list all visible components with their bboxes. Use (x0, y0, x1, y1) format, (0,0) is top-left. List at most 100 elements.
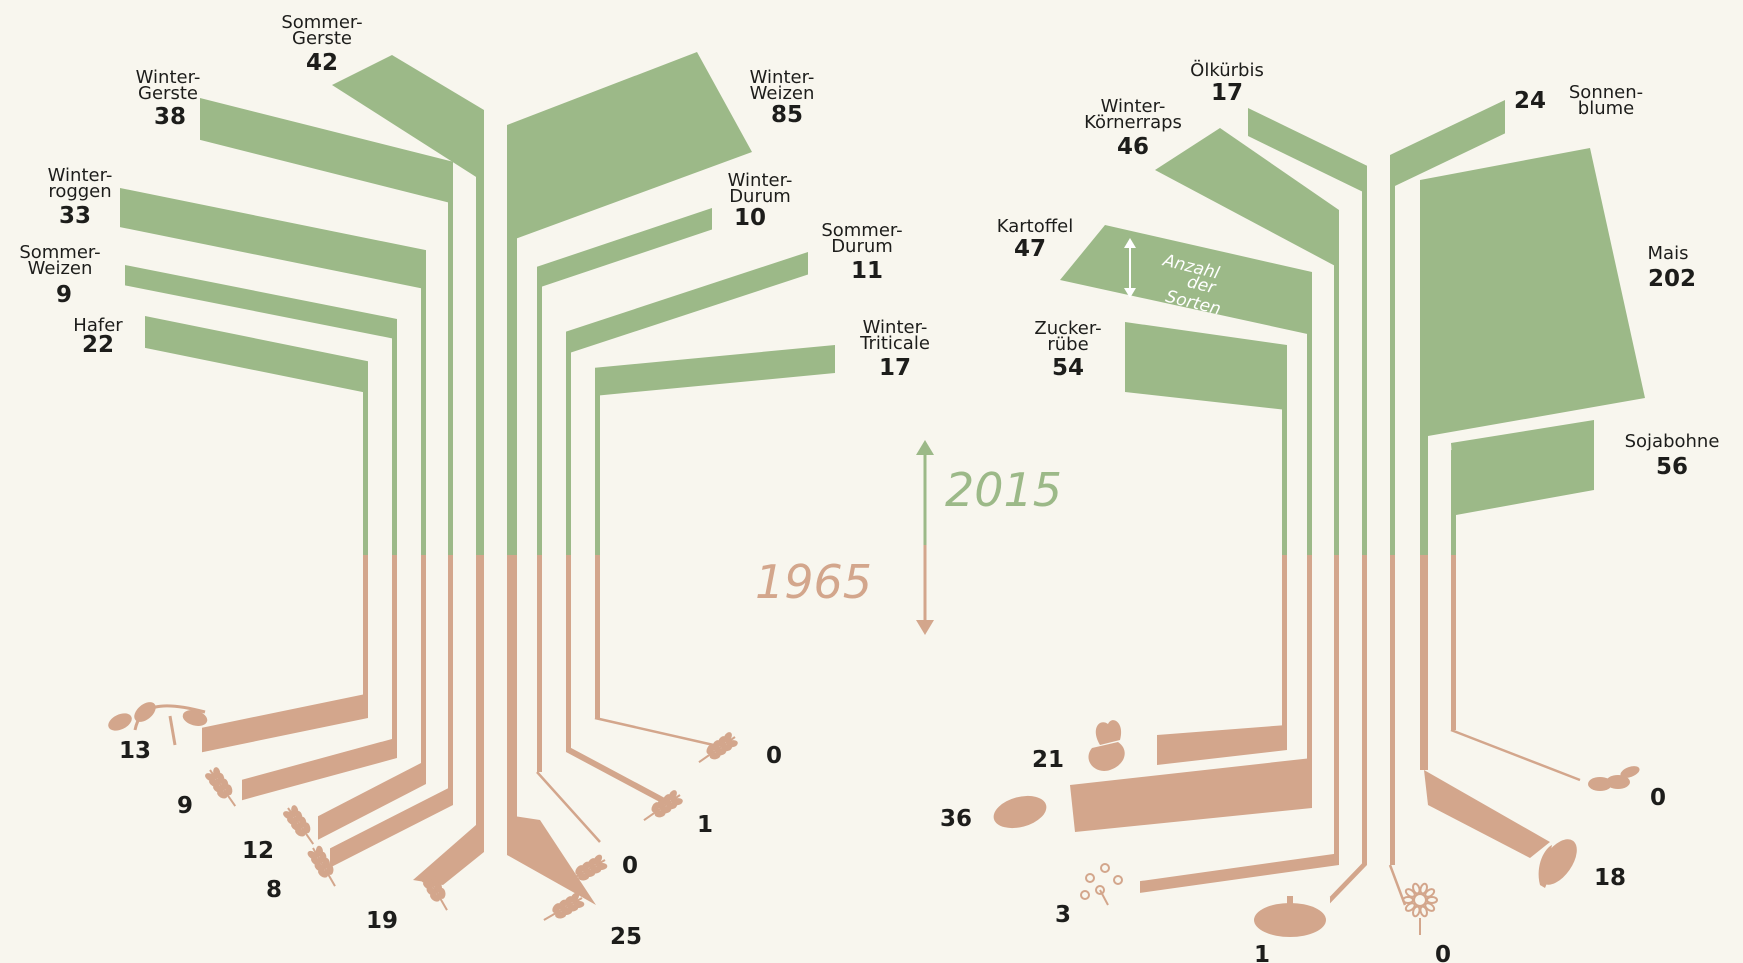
mais-bar-1965 (1424, 770, 1550, 858)
sojabohne-count-1965: 0 (1650, 785, 1666, 811)
winter-durum-stem-2015 (537, 270, 542, 555)
rapeseed-icon (1080, 863, 1123, 906)
sonnenblume-stem-2015 (1390, 160, 1395, 555)
winter-roggen-bar-2015 (120, 188, 426, 290)
hafer-stem-1965 (363, 555, 368, 718)
hafer-count-2015: 22 (82, 332, 114, 358)
arrow-up-icon (916, 440, 934, 455)
mais-bar-2015 (1420, 148, 1645, 436)
kartoffel-bar-1965 (1070, 758, 1312, 832)
winter-koernerraps-name-line: Winter- (1101, 96, 1166, 117)
sommer-gerste-count-1965: 19 (366, 908, 398, 934)
winter-roggen-name-line: roggen (48, 181, 111, 202)
winter-weizen-bar-2015 (507, 52, 752, 242)
sommer-durum-bar-1965 (566, 745, 666, 806)
zuckerruebe-bar-1965 (1157, 725, 1287, 765)
zuckerruebe-name-line: rübe (1047, 334, 1088, 355)
hafer-count-1965: 13 (119, 738, 151, 764)
potato-icon (993, 795, 1047, 829)
year-legend: 2015 1965 (755, 440, 1062, 635)
sommer-weizen-label: Sommer-Weizen 9 (19, 242, 100, 308)
pumpkin-icon (1254, 896, 1326, 937)
oelkuerbis-count-2015: 17 (1211, 80, 1243, 106)
sommer-durum-count-2015: 11 (851, 258, 883, 284)
winter-triticale-name-line: Triticale (859, 333, 930, 354)
sommer-gerste-name-line: Sommer- (281, 12, 362, 33)
oelkuerbis-name-line: Ölkürbis (1190, 59, 1264, 81)
oelkuerbis-bar-2015 (1248, 108, 1367, 194)
wheat-icon (307, 845, 336, 887)
winter-gerste-stem-2015 (448, 168, 453, 555)
winter-koernerraps-count-1965: 3 (1055, 902, 1071, 928)
sommer-durum-stem-2015 (566, 335, 571, 555)
winter-gerste-bar-1965 (330, 785, 453, 868)
sommer-gerste-bar-2015 (332, 55, 484, 182)
kartoffel-stem-1965 (1307, 555, 1312, 805)
winter-triticale-name-line: Winter- (863, 317, 928, 338)
zuckerruebe-count-1965: 21 (1032, 747, 1064, 773)
sommer-durum-name-line: Durum (831, 236, 893, 257)
note-arrow-up-icon (1124, 238, 1136, 248)
sommer-gerste-stem-2015 (476, 110, 484, 555)
winter-weizen-count-1965: 25 (610, 924, 642, 950)
winter-roggen-stem-1965 (421, 555, 426, 784)
winter-triticale-count-1965: 0 (766, 743, 782, 769)
wheat-icon (419, 869, 448, 911)
hafer-stem-2015 (363, 366, 368, 555)
winter-koernerraps-stem-2015 (1334, 245, 1339, 555)
kartoffel-count-1965: 36 (940, 806, 972, 832)
sommer-weizen-stem-2015 (392, 322, 397, 555)
wheat-icon (283, 805, 315, 845)
sojabohne-name-line: Sojabohne (1625, 431, 1720, 452)
wheat-icon (543, 892, 585, 921)
sonnenblume-count-1965: 0 (1435, 942, 1451, 963)
winter-weizen-bar-1965 (507, 815, 596, 905)
sonnenblume-bar-2015 (1390, 100, 1505, 189)
sommer-durum-count-1965: 1 (697, 812, 713, 838)
winter-roggen-count-2015: 33 (59, 203, 91, 229)
sommer-weizen-bar-2015 (125, 265, 397, 340)
zuckerruebe-bar-2015 (1125, 322, 1287, 410)
sommer-weizen-name-line: Weizen (28, 258, 93, 279)
sommer-durum-bar-2015 (566, 252, 808, 355)
arrow-down-icon (916, 620, 934, 635)
oelkuerbis-stem-2015 (1362, 170, 1367, 555)
winter-gerste-name-line: Winter- (136, 67, 201, 88)
wheat-icon (205, 767, 237, 807)
winter-gerste-count-2015: 38 (154, 104, 186, 130)
mais-stem-1965 (1420, 555, 1428, 770)
zuckerruebe-count-2015: 54 (1052, 355, 1084, 381)
wheat-icon (698, 732, 738, 764)
winter-roggen-stem-2015 (421, 256, 426, 555)
kartoffel-count-2015: 47 (1014, 236, 1046, 262)
sommer-weizen-stem-1965 (392, 555, 397, 758)
winter-triticale-bar-1965 (594, 716, 719, 748)
sonnenblume-label: Sonnen-blume 24 (1514, 82, 1643, 119)
winter-durum-bar-1965 (536, 771, 601, 843)
winter-koernerraps-stem-1965 (1334, 555, 1339, 865)
winter-roggen-count-1965: 12 (242, 838, 274, 864)
winter-koernerraps-bar-2015 (1155, 128, 1339, 268)
corn-icon (1538, 839, 1577, 888)
sommer-weizen-name-line: Sommer- (19, 242, 100, 263)
sonnenblume-name-line: Sonnen- (1569, 82, 1643, 103)
hafer-bar-1965 (202, 693, 368, 753)
sommer-durum-stem-1965 (566, 555, 571, 752)
kartoffel-bar-2015 (1060, 225, 1312, 335)
kartoffel-name-line: Kartoffel (997, 216, 1073, 237)
zuckerruebe-name-line: Zucker- (1034, 318, 1101, 339)
winter-durum-name-line: Durum (729, 186, 791, 207)
winter-triticale-bar-2015 (595, 345, 835, 396)
sommer-weizen-count-2015: 9 (56, 282, 72, 308)
zuckerruebe-stem-2015 (1282, 395, 1287, 555)
oelkuerbis-stem-1965 (1362, 555, 1367, 865)
sommer-weizen-count-1965: 9 (177, 793, 193, 819)
